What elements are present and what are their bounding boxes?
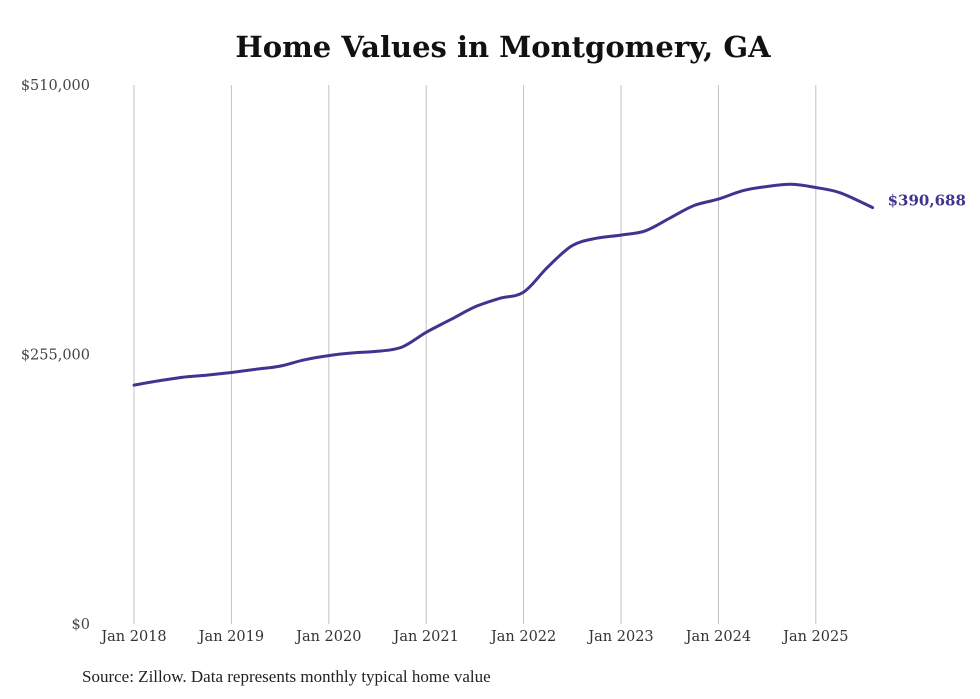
chart-title: Home Values in Montgomery, GA [235,30,771,64]
x-tick-label: Jan 2018 [99,629,166,645]
x-tick-label: Jan 2024 [684,629,751,645]
source-note: Source: Zillow. Data represents monthly … [82,667,491,686]
x-tick-label: Jan 2019 [197,629,264,645]
x-tick-label: Jan 2023 [586,629,653,645]
last-value-label: $390,688 [888,192,966,210]
x-tick-label: Jan 2021 [392,629,459,645]
x-tick-label: Jan 2020 [294,629,361,645]
y-tick-label: $255,000 [21,348,90,364]
y-tick-label: $510,000 [21,78,90,94]
x-axis-tick-labels: Jan 2018 Jan 2019 Jan 2020 Jan 2021 Jan 2022… [99,629,848,645]
vertical-gridlines [133,85,817,624]
home-value-line [132,182,875,387]
x-tick-label: Jan 2022 [489,629,556,645]
y-tick-label: $0 [72,617,90,633]
y-axis-tick-labels: $0 $255,000 $510,000 [21,78,90,633]
x-tick-label: Jan 2025 [781,629,848,645]
